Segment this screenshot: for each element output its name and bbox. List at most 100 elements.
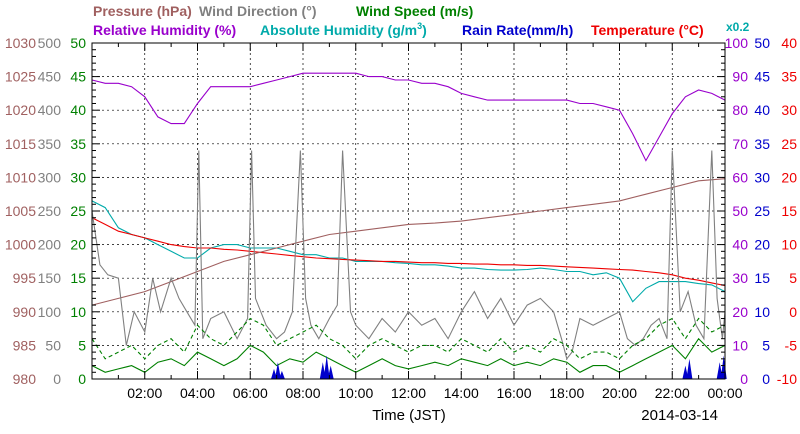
tick-label-temp: 40 <box>781 35 797 51</box>
tick-label-wind-dir: 100 <box>38 304 62 320</box>
tick-label-rh: 10 <box>732 337 748 353</box>
tick-label-wind-dir: 300 <box>38 169 62 185</box>
tick-label-wind-speed: 30 <box>70 169 86 185</box>
rain-spike <box>323 355 330 379</box>
x-tick-label: 08:00 <box>285 385 320 401</box>
tick-label-temp: 20 <box>781 169 797 185</box>
x-tick-label: 18:00 <box>549 385 584 401</box>
tick-label-rh: 40 <box>732 237 748 253</box>
legend-wind-speed: Wind Speed (m/s) <box>356 3 473 19</box>
x-tick-label: 04:00 <box>180 385 215 401</box>
tick-label-rain: 15 <box>754 270 770 286</box>
tick-label-wind-speed: 20 <box>70 237 86 253</box>
rain-spike <box>716 362 723 379</box>
tick-label-temp: -10 <box>777 371 797 387</box>
tick-label-wind-dir: 200 <box>38 237 62 253</box>
tick-label-pressure: 990 <box>13 304 37 320</box>
tick-label-wind-speed: 45 <box>70 69 86 85</box>
tick-label-pressure: 1010 <box>5 169 36 185</box>
x-tick-label: 00:00 <box>707 385 742 401</box>
series-relative-humidity <box>91 72 726 162</box>
tick-label-wind-dir: 500 <box>38 35 62 51</box>
series-wind-direction <box>91 150 726 361</box>
tick-label-wind-speed: 5 <box>78 337 86 353</box>
tick-label-pressure: 1020 <box>5 102 36 118</box>
tick-label-temp: 5 <box>789 270 797 286</box>
tick-label-rain: 0 <box>762 371 770 387</box>
x-tick-label: 20:00 <box>602 385 637 401</box>
tick-label-wind-speed: 15 <box>70 270 86 286</box>
tick-label-temp: 15 <box>781 203 797 219</box>
rain-scale-note: x0.2 <box>726 20 750 34</box>
x-tick-label: 14:00 <box>444 385 479 401</box>
tick-label-pressure: 985 <box>13 337 37 353</box>
tick-label-wind-speed: 25 <box>70 203 86 219</box>
tick-label-wind-dir: 0 <box>53 371 61 387</box>
x-axis-title: Time (JST) <box>372 407 446 424</box>
tick-label-temp: -5 <box>785 337 798 353</box>
tick-label-wind-speed: 40 <box>70 102 86 118</box>
tick-label-wind-dir: 450 <box>38 69 62 85</box>
series-layer <box>91 72 727 379</box>
tick-label-temp: 10 <box>781 237 797 253</box>
legend-rain-rate: Rain Rate(mm/h) <box>462 22 573 38</box>
tick-label-wind-dir: 50 <box>45 337 61 353</box>
legend-wind-direction: Wind Direction (°) <box>199 3 316 19</box>
series-absolute-humidity-g-m3 <box>91 200 726 303</box>
series-temperature-c <box>91 217 726 287</box>
legend-pressure: Pressure (hPa) <box>93 3 192 19</box>
tick-label-pressure: 1025 <box>5 69 36 85</box>
tick-label-wind-speed: 35 <box>70 136 86 152</box>
tick-label-rh: 60 <box>732 169 748 185</box>
tick-label-rain: 50 <box>754 35 770 51</box>
tick-label-pressure: 1030 <box>5 35 36 51</box>
tick-label-temp: 25 <box>781 136 797 152</box>
tick-label-wind-speed: 10 <box>70 304 86 320</box>
tick-label-rain: 5 <box>762 337 770 353</box>
tick-label-rain: 20 <box>754 237 770 253</box>
tick-label-wind-dir: 350 <box>38 136 62 152</box>
tick-label-rh: 20 <box>732 304 748 320</box>
x-tick-label: 06:00 <box>233 385 268 401</box>
legend-absolute-humidity: Absolute Humidity (g/m3) <box>260 21 427 38</box>
tick-label-pressure: 995 <box>13 270 37 286</box>
tick-label-pressure: 1005 <box>5 203 36 219</box>
x-tick-label: 02:00 <box>127 385 162 401</box>
tick-label-wind-dir: 150 <box>38 270 62 286</box>
tick-label-temp: 35 <box>781 69 797 85</box>
axis-ticks <box>91 42 726 380</box>
tick-label-rain: 10 <box>754 304 770 320</box>
tick-label-rh: 30 <box>732 270 748 286</box>
tick-label-wind-dir: 250 <box>38 203 62 219</box>
x-tick-label: 12:00 <box>391 385 426 401</box>
tick-label-rain: 25 <box>754 203 770 219</box>
grid <box>92 43 725 379</box>
axis-tick-labels: 1030102510201015101010051000995990985980… <box>5 35 797 401</box>
legend-relative-humidity: Relative Humidity (%) <box>93 22 236 38</box>
tick-label-rain: 35 <box>754 136 770 152</box>
series-pressure-hpa <box>91 178 726 306</box>
tick-label-temp: 0 <box>789 304 797 320</box>
series-wind-gust <box>91 317 726 360</box>
rain-spike <box>278 370 285 379</box>
tick-label-wind-speed: 50 <box>70 35 86 51</box>
tick-label-rain: 30 <box>754 169 770 185</box>
legend-temperature: Temperature (°C) <box>591 22 704 38</box>
x-tick-label: 10:00 <box>338 385 373 401</box>
tick-label-rh: 100 <box>725 35 749 51</box>
tick-label-pressure: 1015 <box>5 136 36 152</box>
tick-label-temp: 30 <box>781 102 797 118</box>
rain-spike <box>686 358 693 379</box>
x-tick-label: 16:00 <box>496 385 531 401</box>
tick-label-rh: 90 <box>732 69 748 85</box>
tick-label-rh: 0 <box>740 371 748 387</box>
chart-date: 2014-03-14 <box>641 407 718 424</box>
tick-label-rain: 45 <box>754 69 770 85</box>
tick-label-rain: 40 <box>754 102 770 118</box>
tick-label-rh: 80 <box>732 102 748 118</box>
tick-label-rh: 50 <box>732 203 748 219</box>
tick-label-pressure: 980 <box>13 371 37 387</box>
rain-spike <box>274 362 281 379</box>
tick-label-wind-dir: 400 <box>38 102 62 118</box>
